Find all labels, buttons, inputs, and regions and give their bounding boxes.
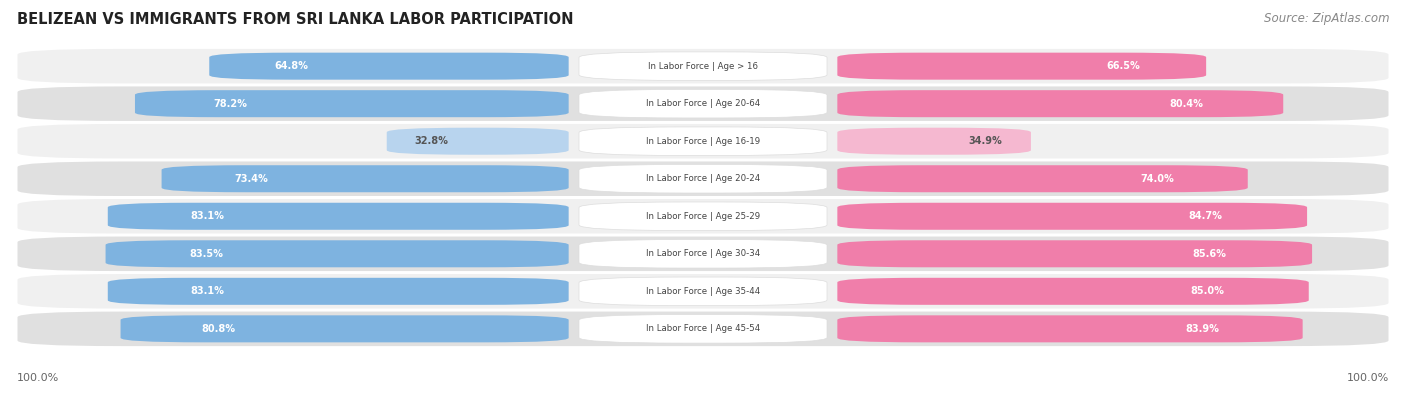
FancyBboxPatch shape — [579, 127, 827, 156]
Text: 78.2%: 78.2% — [214, 99, 247, 109]
FancyBboxPatch shape — [108, 278, 568, 305]
Text: 83.9%: 83.9% — [1185, 324, 1219, 334]
FancyBboxPatch shape — [17, 162, 1389, 196]
FancyBboxPatch shape — [579, 164, 827, 193]
FancyBboxPatch shape — [838, 278, 1309, 305]
FancyBboxPatch shape — [838, 240, 1312, 267]
FancyBboxPatch shape — [17, 237, 1389, 271]
FancyBboxPatch shape — [121, 315, 568, 342]
Text: 85.0%: 85.0% — [1189, 286, 1223, 296]
Text: 83.1%: 83.1% — [191, 286, 225, 296]
Text: 34.9%: 34.9% — [969, 136, 1002, 146]
FancyBboxPatch shape — [17, 124, 1389, 158]
Text: 73.4%: 73.4% — [235, 174, 269, 184]
Text: In Labor Force | Age 30-34: In Labor Force | Age 30-34 — [645, 249, 761, 258]
FancyBboxPatch shape — [838, 165, 1247, 192]
FancyBboxPatch shape — [579, 202, 827, 231]
FancyBboxPatch shape — [579, 314, 827, 343]
FancyBboxPatch shape — [579, 89, 827, 118]
FancyBboxPatch shape — [838, 203, 1308, 230]
Text: In Labor Force | Age 45-54: In Labor Force | Age 45-54 — [645, 324, 761, 333]
FancyBboxPatch shape — [17, 312, 1389, 346]
Text: 66.5%: 66.5% — [1107, 61, 1140, 71]
Text: 83.5%: 83.5% — [188, 249, 222, 259]
Text: In Labor Force | Age 20-64: In Labor Force | Age 20-64 — [645, 99, 761, 108]
FancyBboxPatch shape — [17, 199, 1389, 233]
Text: Source: ZipAtlas.com: Source: ZipAtlas.com — [1264, 12, 1389, 25]
Text: 80.8%: 80.8% — [201, 324, 235, 334]
Text: 64.8%: 64.8% — [274, 61, 308, 71]
FancyBboxPatch shape — [579, 52, 827, 81]
FancyBboxPatch shape — [838, 128, 1031, 155]
FancyBboxPatch shape — [838, 315, 1302, 342]
FancyBboxPatch shape — [579, 277, 827, 306]
Text: In Labor Force | Age > 16: In Labor Force | Age > 16 — [648, 62, 758, 71]
Text: 84.7%: 84.7% — [1188, 211, 1223, 221]
FancyBboxPatch shape — [838, 53, 1206, 80]
Text: 74.0%: 74.0% — [1140, 174, 1174, 184]
Text: 100.0%: 100.0% — [1347, 373, 1389, 383]
Text: 32.8%: 32.8% — [413, 136, 449, 146]
FancyBboxPatch shape — [105, 240, 568, 267]
FancyBboxPatch shape — [209, 53, 568, 80]
FancyBboxPatch shape — [838, 90, 1284, 117]
FancyBboxPatch shape — [17, 49, 1389, 83]
Text: In Labor Force | Age 35-44: In Labor Force | Age 35-44 — [645, 287, 761, 296]
Text: In Labor Force | Age 16-19: In Labor Force | Age 16-19 — [645, 137, 761, 146]
Text: In Labor Force | Age 25-29: In Labor Force | Age 25-29 — [645, 212, 761, 221]
FancyBboxPatch shape — [162, 165, 568, 192]
Text: In Labor Force | Age 20-24: In Labor Force | Age 20-24 — [645, 174, 761, 183]
FancyBboxPatch shape — [387, 128, 568, 155]
FancyBboxPatch shape — [135, 90, 568, 117]
Text: 80.4%: 80.4% — [1170, 99, 1204, 109]
Text: 100.0%: 100.0% — [17, 373, 59, 383]
FancyBboxPatch shape — [17, 274, 1389, 308]
FancyBboxPatch shape — [17, 87, 1389, 121]
FancyBboxPatch shape — [579, 239, 827, 268]
Text: 85.6%: 85.6% — [1192, 249, 1226, 259]
FancyBboxPatch shape — [108, 203, 568, 230]
Text: BELIZEAN VS IMMIGRANTS FROM SRI LANKA LABOR PARTICIPATION: BELIZEAN VS IMMIGRANTS FROM SRI LANKA LA… — [17, 12, 574, 27]
Text: 83.1%: 83.1% — [191, 211, 225, 221]
